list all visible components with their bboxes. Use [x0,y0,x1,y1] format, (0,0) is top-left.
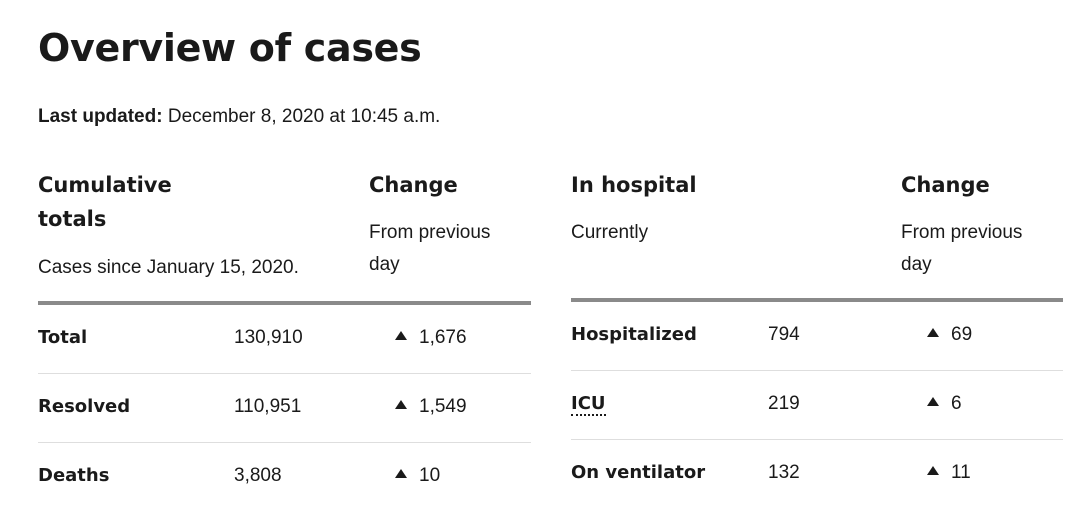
row-label: Deaths [38,465,110,486]
table-header: Cumulative totals Cases since January 15… [38,160,531,305]
row-value: 794 [768,324,800,345]
up-triangle-icon [395,331,407,340]
change-heading: Change [901,173,990,197]
table-row: ICU 219 6 [571,371,1063,440]
up-triangle-icon [395,469,407,478]
in-hospital-table: In hospital Currently Change From previo… [571,160,1063,508]
row-value: 132 [768,462,800,483]
last-updated: Last updated: December 8, 2020 at 10:45 … [38,106,440,128]
row-change: 11 [927,462,971,484]
in-hospital-heading: In hospital [571,173,697,197]
row-label: Hospitalized [571,324,697,345]
table-header: In hospital Currently Change From previo… [571,160,1063,302]
page-title: Overview of cases [38,26,422,70]
change-subtitle: From previous day [901,222,1023,275]
change-subtitle: From previous day [369,222,491,275]
row-label: On ventilator [571,462,706,483]
up-triangle-icon [927,466,939,475]
cumulative-subtitle: Cases since January 15, 2020. [38,257,299,278]
row-change: 69 [927,324,972,346]
table-row: Resolved 110,951 1,549 [38,374,531,443]
row-change: 1,676 [395,327,467,349]
table-row: Total 130,910 1,676 [38,305,531,374]
last-updated-value: December 8, 2020 at 10:45 a.m. [167,106,441,127]
table-row: Deaths 3,808 10 [38,443,531,511]
row-change: 10 [395,465,440,487]
table-row: On ventilator 132 11 [571,440,1063,508]
table-row: Hospitalized 794 69 [571,302,1063,371]
last-updated-label: Last updated: [38,106,163,127]
row-value: 3,808 [234,465,282,486]
up-triangle-icon [927,397,939,406]
row-value: 219 [768,393,800,414]
up-triangle-icon [395,400,407,409]
up-triangle-icon [927,328,939,337]
cumulative-totals-table: Cumulative totals Cases since January 15… [38,160,531,511]
in-hospital-subtitle: Currently [571,222,649,243]
row-value: 110,951 [234,396,302,417]
change-heading: Change [369,173,458,197]
cumulative-heading: Cumulative totals [38,173,172,231]
row-value: 130,910 [234,327,303,348]
row-change: 6 [927,393,962,415]
icu-abbreviation[interactable]: ICU [571,393,606,416]
row-label: Resolved [38,396,131,417]
row-label: Total [38,327,88,348]
row-change: 1,549 [395,396,467,418]
